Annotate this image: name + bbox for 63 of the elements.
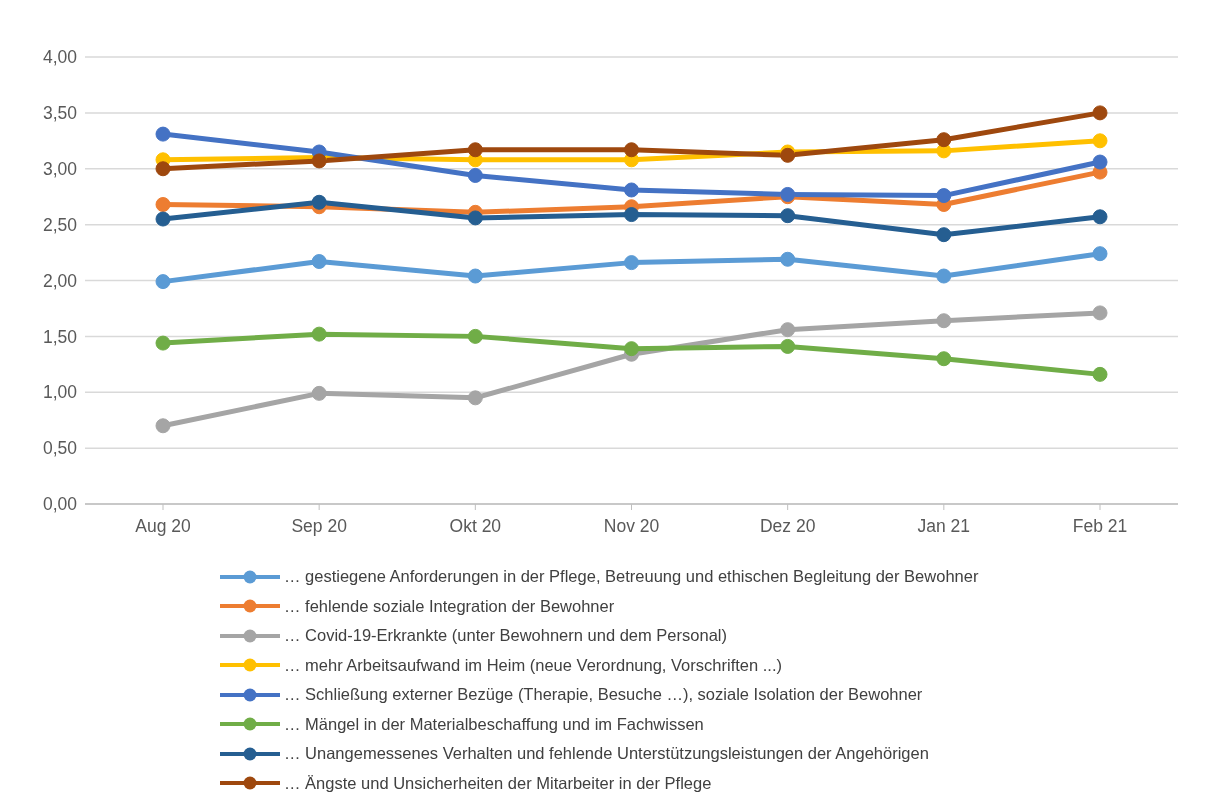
legend-label: … Covid-19-Erkrankte (unter Bewohnern und dem Personal): [284, 626, 727, 646]
x-tick-label: Okt 20: [449, 516, 502, 537]
point: [936, 132, 952, 148]
point: [780, 251, 796, 267]
x-tick-label: Dez 20: [759, 516, 816, 537]
point: [936, 227, 952, 243]
y-tick-label: 3,00: [42, 158, 78, 179]
legend-label: … Unangemessenes Verhalten und fehlende Unterstützungsleistungen der Angehörigen: [284, 744, 929, 764]
point: [1092, 133, 1108, 149]
point: [155, 161, 171, 177]
point: [467, 328, 483, 344]
point: [936, 268, 952, 284]
point: [467, 167, 483, 183]
y-tick-label: 1,50: [42, 326, 78, 347]
x-tick-label: Feb 21: [1072, 516, 1128, 537]
x-tick-label: Jan 21: [917, 516, 971, 537]
point: [936, 351, 952, 367]
y-tick-label: 0,00: [42, 494, 78, 515]
legend-label: … Schließung externer Bezüge (Therapie, Besuche …), soziale Isolation der Bewohner: [284, 685, 923, 705]
legend-label: … gestiegene Anforderungen in der Pflege, Betreuung und ethischen Begleitung der Bewohner: [284, 567, 979, 587]
point: [936, 313, 952, 329]
point: [155, 126, 171, 142]
point: [467, 268, 483, 284]
point: [311, 326, 327, 342]
point: [1092, 366, 1108, 382]
point: [311, 194, 327, 210]
point: [780, 208, 796, 224]
point: [311, 254, 327, 269]
y-tick-label: 2,00: [42, 270, 78, 291]
point: [155, 335, 171, 351]
point: [1092, 154, 1108, 170]
legend-label: … fehlende soziale Integration der Bewohner: [284, 596, 615, 616]
legend-label: … Mängel in der Materialbeschaffung und im Fachwissen: [284, 714, 704, 734]
legend-label: … Ängste und Unsicherheiten der Mitarbeiter in der Pflege: [284, 773, 712, 793]
point: [624, 341, 639, 357]
point: [467, 210, 483, 226]
y-tick-label: 3,50: [42, 103, 78, 124]
y-tick-label: 0,50: [42, 438, 78, 459]
point: [624, 182, 639, 198]
point: [1092, 209, 1108, 225]
x-tick-label: Aug 20: [135, 516, 191, 537]
legend-label: … mehr Arbeitsaufwand im Heim (neue Verordnung, Vorschriften ...): [284, 655, 782, 675]
y-tick-label: 1,00: [42, 382, 78, 403]
point: [1092, 305, 1108, 321]
point: [1092, 105, 1108, 121]
point: [155, 274, 171, 290]
y-tick-label: 2,50: [42, 214, 78, 235]
point: [155, 211, 171, 227]
x-tick-label: Sep 20: [291, 516, 348, 537]
x-tick-label: Nov 20: [603, 516, 660, 537]
point: [780, 338, 796, 354]
point: [155, 197, 171, 213]
point: [624, 142, 639, 158]
point: [155, 418, 171, 434]
point: [467, 142, 483, 158]
point: [1092, 246, 1108, 262]
point: [780, 322, 796, 338]
point: [624, 207, 639, 223]
point: [936, 188, 952, 204]
y-tick-label: 4,00: [42, 47, 78, 68]
point: [311, 385, 327, 401]
point: [467, 390, 483, 406]
point: [624, 255, 639, 271]
